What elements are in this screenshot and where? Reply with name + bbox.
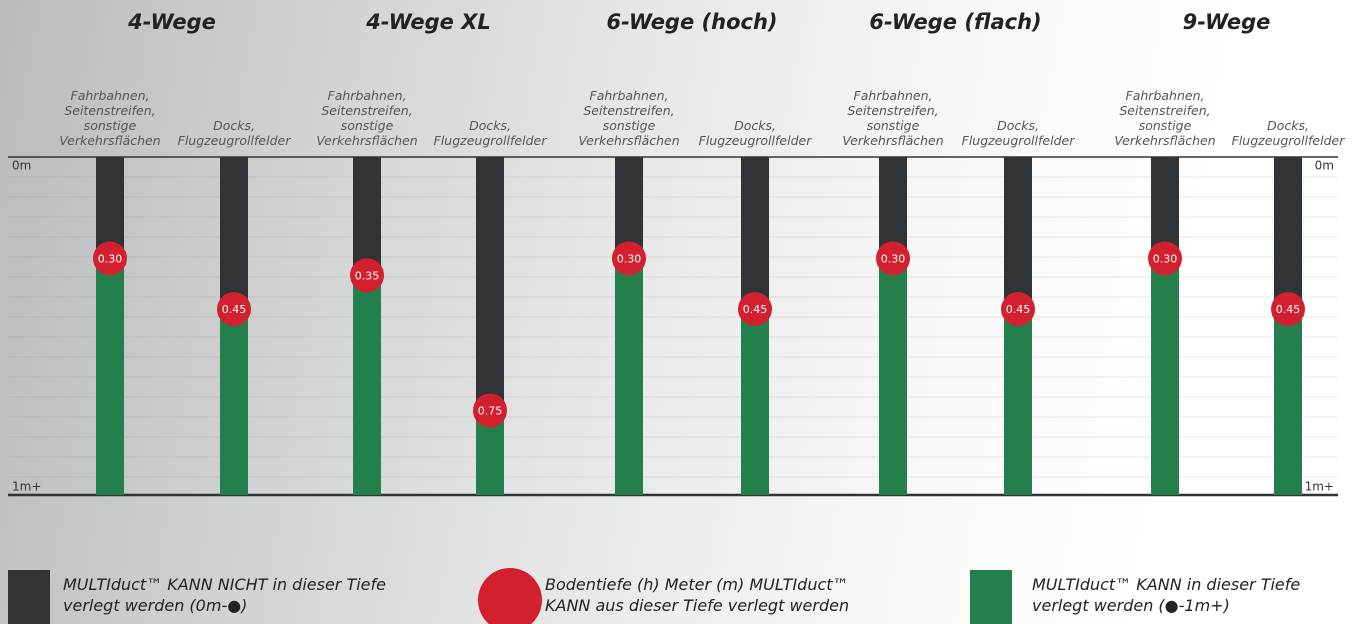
column-label: Fahrbahnen, Seitenstreifen, sonstige Ver… (297, 88, 437, 148)
page: 0m 0m 1m+ 1m+ 0.30 0.45 0.35 0.75 0.30 0.45 0.30 0.… (0, 0, 1354, 624)
group-title: 4-Wege (52, 10, 292, 34)
column-label: Fahrbahnen, Seitenstreifen, sonstige Ver… (40, 88, 180, 148)
column-label: Fahrbahnen, Seitenstreifen, sonstige Ver… (1095, 88, 1235, 148)
column-label: Docks, Flugzeugrollfelder (685, 118, 825, 148)
legend-text: MULTIduct™ KANN NICHT in dieser Tiefe ve… (63, 574, 386, 616)
bar-below (220, 309, 248, 495)
legend-swatch (478, 568, 542, 624)
column-label: Docks, Flugzeugrollfelder (948, 118, 1088, 148)
legend-swatch (970, 570, 1012, 624)
value-label: 0.30 (617, 252, 642, 265)
bar-below (741, 309, 769, 495)
value-label: 0.45 (1276, 303, 1301, 316)
value-label: 0.45 (743, 303, 768, 316)
bar-above (220, 157, 248, 309)
y-tick-label: 0m (12, 159, 31, 173)
value-label: 0.35 (355, 269, 380, 282)
value-label: 0.75 (478, 405, 503, 418)
value-label: 0.45 (1006, 303, 1031, 316)
group-title: 4-Wege XL (309, 10, 549, 34)
legend-text: MULTIduct™ KANN in dieser Tiefe verlegt … (1032, 574, 1300, 616)
bar-above (741, 157, 769, 309)
value-label: 0.30 (1153, 252, 1178, 265)
bar-above (476, 157, 504, 411)
group-title: 9-Wege (1107, 10, 1347, 34)
column-label: Fahrbahnen, Seitenstreifen, sonstige Ver… (559, 88, 699, 148)
group-title: 6-Wege (flach) (836, 10, 1076, 34)
y-tick-label: 1m+ (1305, 480, 1334, 494)
bar-above (1004, 157, 1032, 309)
bar-above (353, 157, 381, 275)
column-label: Docks, Flugzeugrollfelder (164, 118, 304, 148)
bar-below (353, 275, 381, 495)
bar-below (1151, 258, 1179, 495)
value-label: 0.30 (98, 252, 123, 265)
bar-below (879, 258, 907, 495)
value-label: 0.30 (881, 252, 906, 265)
value-label: 0.45 (222, 303, 247, 316)
y-tick-label: 0m (1315, 159, 1334, 173)
bar-below (96, 258, 124, 495)
group-title: 6-Wege (hoch) (572, 10, 812, 34)
column-label: Docks, Flugzeugrollfelder (420, 118, 560, 148)
y-tick-label: 1m+ (12, 480, 41, 494)
column-label: Docks, Flugzeugrollfelder (1218, 118, 1354, 148)
bar-below (1004, 309, 1032, 495)
bar-below (615, 258, 643, 495)
legend-text: Bodentiefe (h) Meter (m) MULTIduct™ KANN… (545, 574, 849, 616)
bar-below (1274, 309, 1302, 495)
bar-above (1274, 157, 1302, 309)
legend-swatch (8, 570, 50, 624)
column-label: Fahrbahnen, Seitenstreifen, sonstige Ver… (823, 88, 963, 148)
